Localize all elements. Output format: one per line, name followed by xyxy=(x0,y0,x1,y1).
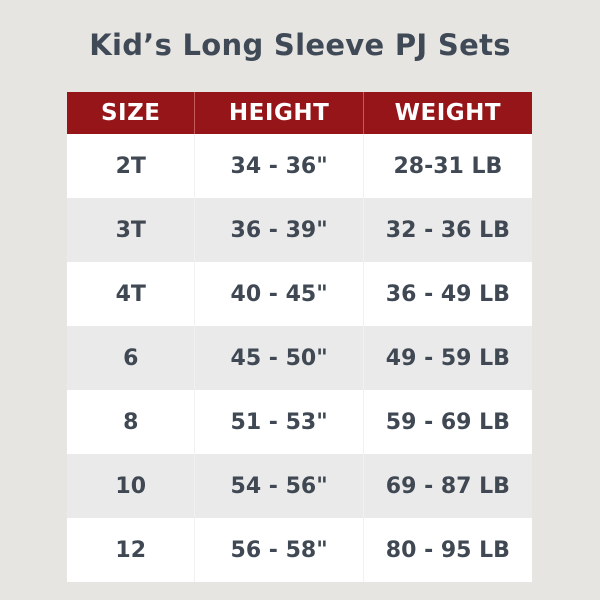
table-row: 4T 40 - 45" 36 - 49 LB xyxy=(67,262,532,326)
weight-cell: 80 - 95 LB xyxy=(362,518,532,582)
header-weight: WEIGHT xyxy=(362,92,532,134)
height-cell: 34 - 36" xyxy=(194,134,362,198)
weight-cell: 32 - 36 LB xyxy=(362,198,532,262)
table-header-row: SIZE HEIGHT WEIGHT xyxy=(67,92,532,134)
height-cell: 51 - 53" xyxy=(194,390,362,454)
table-body: 2T 34 - 36" 28-31 LB 3T 36 - 39" 32 - 36 LB 4T… xyxy=(67,134,532,582)
table-row: 8 51 - 53" 59 - 69 LB xyxy=(67,390,532,454)
size-cell: 3T xyxy=(115,217,146,243)
height-cell: 45 - 50" xyxy=(194,326,362,390)
chart-title: Kid’s Long Sleeve PJ Sets xyxy=(89,28,511,62)
table-row: 2T 34 - 36" 28-31 LB xyxy=(67,134,532,198)
height-cell: 40 - 45" xyxy=(194,262,362,326)
weight-cell: 28-31 LB xyxy=(362,134,532,198)
size-cell: 4T xyxy=(115,281,146,307)
weight-cell: 59 - 69 LB xyxy=(362,390,532,454)
size-cell: 6 xyxy=(123,345,139,371)
weight-cell: 36 - 49 LB xyxy=(362,262,532,326)
size-cell: 8 xyxy=(123,409,139,435)
size-cell: 2T xyxy=(115,153,146,179)
height-cell: 36 - 39" xyxy=(194,198,362,262)
weight-cell: 69 - 87 LB xyxy=(362,454,532,518)
size-cell: 12 xyxy=(115,537,147,563)
table-row: 12 56 - 58" 80 - 95 LB xyxy=(67,518,532,582)
height-cell: 56 - 58" xyxy=(194,518,362,582)
header-size: SIZE xyxy=(67,92,195,134)
weight-cell: 49 - 59 LB xyxy=(362,326,532,390)
table-row: 10 54 - 56" 69 - 87 LB xyxy=(67,454,532,518)
header-height: HEIGHT xyxy=(194,92,363,134)
size-table: SIZE HEIGHT WEIGHT 2T 34 - 36" 28-31 LB 3T 3… xyxy=(67,92,532,582)
height-cell: 54 - 56" xyxy=(194,454,362,518)
size-cell: 10 xyxy=(115,473,147,499)
table-row: 6 45 - 50" 49 - 59 LB xyxy=(67,326,532,390)
table-row: 3T 36 - 39" 32 - 36 LB xyxy=(67,198,532,262)
